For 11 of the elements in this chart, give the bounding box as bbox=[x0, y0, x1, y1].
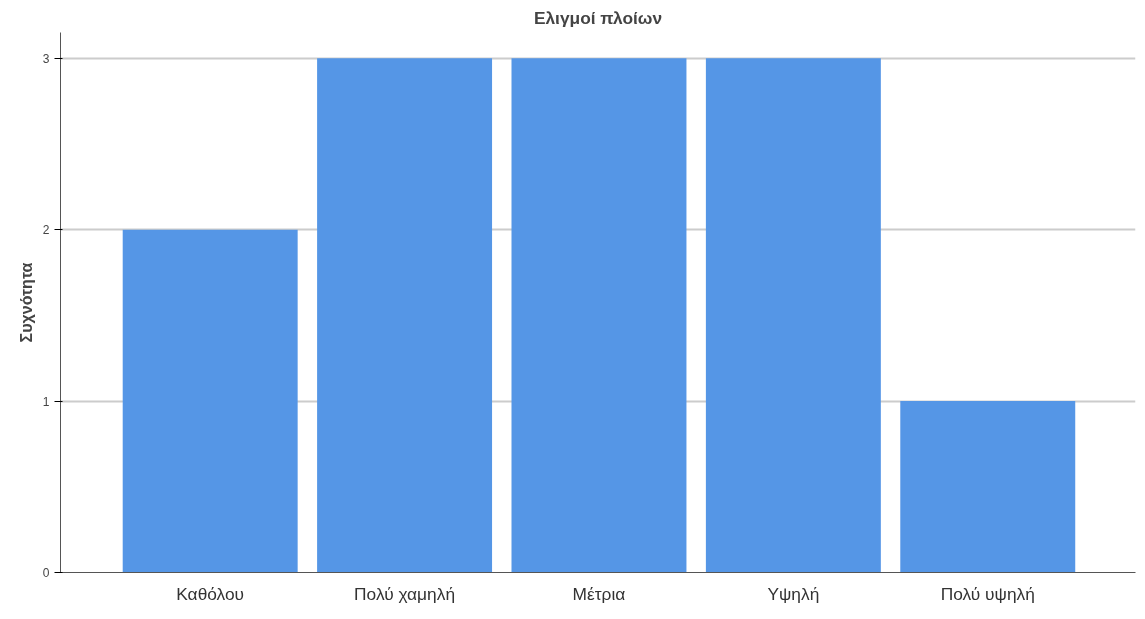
y-tick-label: 1 bbox=[42, 394, 50, 409]
y-tick-label: 0 bbox=[42, 566, 50, 580]
y-tick-label: 2 bbox=[42, 223, 50, 238]
y-axis-title: Συχνότητα bbox=[17, 262, 35, 343]
x-tick-label: Πολύ υψηλή bbox=[940, 583, 1035, 604]
x-tick-label: Μέτρια bbox=[572, 583, 626, 604]
y-tick-label: 3 bbox=[42, 51, 50, 66]
x-tick-label: Υψηλή bbox=[767, 583, 820, 604]
x-tick-label: Καθόλου bbox=[176, 583, 245, 604]
chart-title: Ελιγμοί πλοίων bbox=[533, 7, 663, 28]
x-tick-label: Πολύ χαμηλή bbox=[354, 583, 456, 604]
